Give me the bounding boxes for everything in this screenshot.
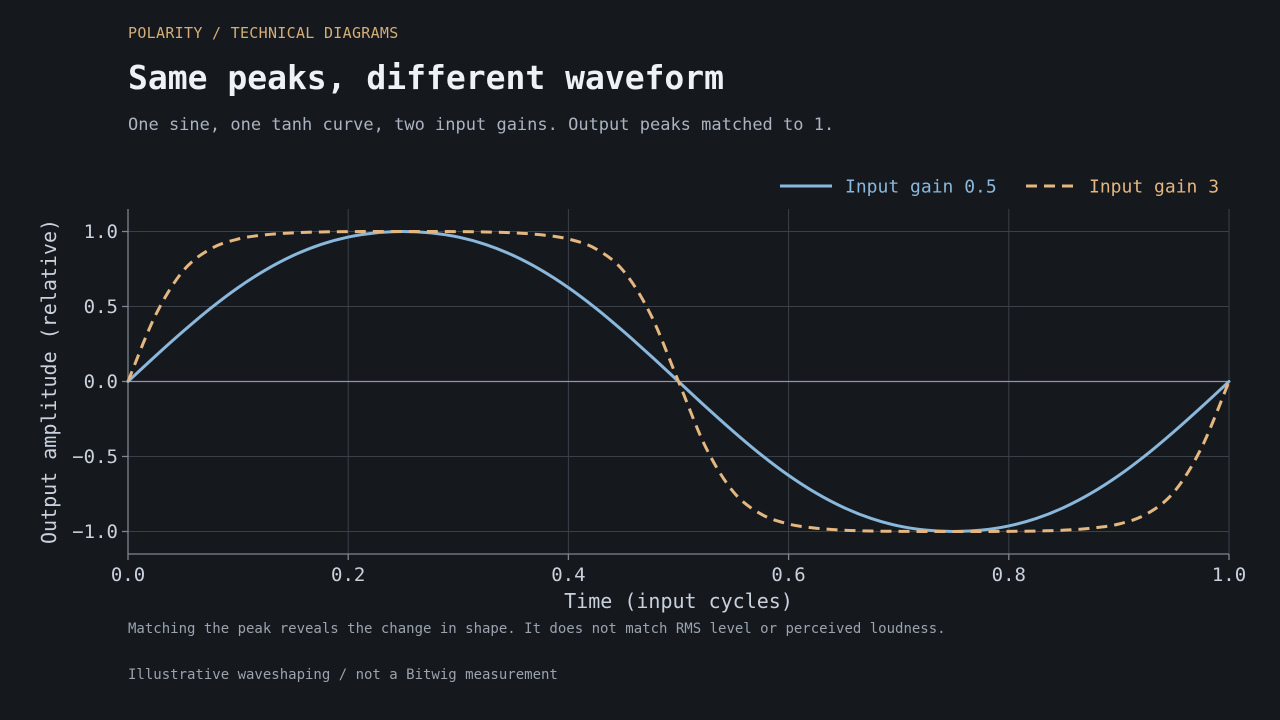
subtitle: One sine, one tanh curve, two input gain… <box>128 115 835 135</box>
page-title: Same peaks, different waveform <box>128 58 725 97</box>
legend: Input gain 0.5 Input gain 3 <box>780 177 1219 198</box>
legend-label-gain-0-5: Input gain 0.5 <box>845 177 997 198</box>
x-tick-label: 0.2 <box>331 564 365 586</box>
y-tick-label: 1.0 <box>84 221 118 243</box>
x-tick-label: 0.0 <box>111 564 145 586</box>
waveform-chart: Input gain 0.5 Input gain 3 1.0 0.5 0.0 −0.5… <box>37 177 1246 614</box>
y-tick-label: −0.5 <box>72 446 118 468</box>
chart-note: Matching the peak reveals the change in … <box>128 621 946 637</box>
axis-labels: 1.0 0.5 0.0 −0.5 −1.0 0.0 0.2 0.4 0.6 0.8 1.0 Time … <box>37 219 1246 613</box>
x-tick-label: 0.8 <box>992 564 1026 586</box>
kicker: POLARITY / TECHNICAL DIAGRAMS <box>128 24 399 42</box>
x-tick-label: 0.4 <box>551 564 585 586</box>
y-axis-title: Output amplitude (relative) <box>37 219 61 544</box>
x-tick-label: 0.6 <box>771 564 805 586</box>
y-tick-label: 0.0 <box>84 371 118 393</box>
x-axis-title: Time (input cycles) <box>564 589 793 613</box>
series-line-gain-3 <box>126 229 1231 534</box>
legend-label-gain-3: Input gain 3 <box>1089 177 1219 198</box>
footer-caption: Illustrative waveshaping / not a Bitwig … <box>128 667 558 683</box>
x-tick-label: 1.0 <box>1212 564 1246 586</box>
y-tick-label: −1.0 <box>72 521 118 543</box>
y-tick-label: 0.5 <box>84 296 118 318</box>
series <box>126 229 1231 534</box>
